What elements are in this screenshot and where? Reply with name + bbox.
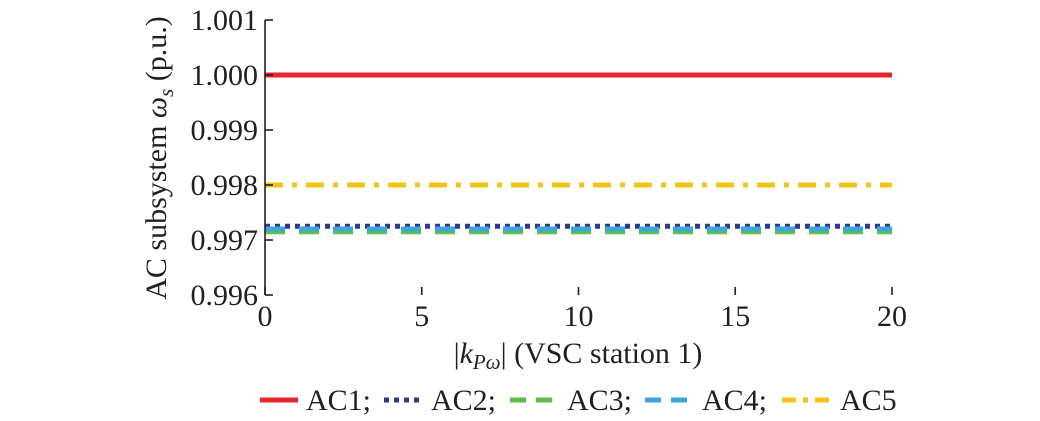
legend-label-ac3: AC3; (567, 384, 632, 417)
x-tick-label: 10 (564, 300, 594, 333)
x-tick-label: 20 (877, 300, 907, 333)
legend: AC1; AC2; AC3; AC4; AC5 (260, 384, 897, 417)
legend-label-ac2: AC2; (431, 384, 496, 417)
y-axis-title: AC subsystem ωs (p.u.) (140, 16, 178, 300)
x-ticks: 0 5 10 15 20 (258, 287, 907, 333)
x-axis-title: |kPω| (VSC station 1) (454, 337, 703, 374)
y-ticks: 0.996 0.997 0.998 0.999 1.000 1.001 (191, 4, 273, 312)
y-tick-label: 0.998 (191, 169, 259, 202)
legend-label-ac4: AC4; (702, 384, 767, 417)
legend-label-ac5: AC5 (840, 384, 897, 417)
x-tick-label: 15 (720, 300, 750, 333)
y-tick-label: 0.999 (191, 114, 259, 147)
plot-lines (265, 72, 892, 235)
legend-label-ac1: AC1; (306, 384, 371, 417)
x-tick-label: 5 (414, 300, 429, 333)
x-tick-label: 0 (258, 300, 273, 333)
y-tick-label: 0.997 (191, 224, 259, 257)
y-tick-label: 1.001 (191, 4, 259, 37)
y-tick-label: 1.000 (191, 59, 259, 92)
y-tick-label: 0.996 (191, 279, 259, 312)
